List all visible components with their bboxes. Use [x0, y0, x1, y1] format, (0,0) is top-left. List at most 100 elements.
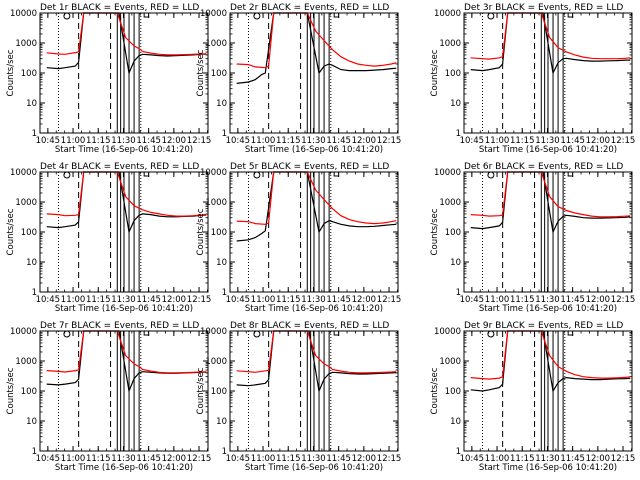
event-step-marker	[333, 331, 340, 336]
series-line-lld	[470, 171, 631, 218]
y-tick-label: 1	[456, 447, 461, 457]
chart-panel-1: Det 1r BLACK = Events, RED = LLD Counts/s…	[6, 3, 211, 155]
event-circle-marker	[487, 171, 495, 179]
y-tick-label: 10000	[200, 9, 227, 19]
y-tick-label: 1	[456, 129, 461, 139]
y-tick-label: 1	[456, 288, 461, 298]
y-tick-label: 10	[450, 99, 461, 109]
y-axis-label: Counts/sec	[6, 49, 16, 96]
event-circle-marker	[253, 12, 261, 20]
y-tick-label: 100	[211, 69, 227, 79]
chart-panel-9: Det 9r BLACK = Events, RED = LLD Counts/s…	[430, 321, 635, 473]
y-tick-label: 1	[32, 447, 37, 457]
x-tick-label: 10:45	[226, 454, 251, 464]
chart-panel-5: Det 5r BLACK = Events, RED = LLD Counts/s…	[196, 162, 401, 314]
y-axis-label: Counts/sec	[430, 208, 440, 255]
series-line-lld	[236, 12, 397, 69]
x-tick-label: 12:00	[352, 295, 377, 305]
x-tick-label: 11:30	[301, 295, 326, 305]
y-tick-label: 100	[21, 387, 37, 397]
event-circle-marker	[487, 330, 495, 338]
x-tick-label: 10:45	[226, 295, 251, 305]
x-axis-label: Start Time (16-Sep-06 10:41:20)	[55, 304, 193, 314]
x-tick-label: 11:00	[61, 136, 86, 146]
event-step-marker	[143, 13, 150, 18]
chart-panel-6: Det 6r BLACK = Events, RED = LLD Counts/s…	[430, 162, 635, 314]
chart-title: Det 3r BLACK = Events, RED = LLD	[464, 3, 623, 13]
x-tick-label: 10:45	[460, 136, 485, 146]
x-tick-label: 10:45	[226, 136, 251, 146]
y-axis-label: Counts/sec	[196, 49, 206, 96]
x-tick-label: 11:30	[111, 454, 136, 464]
x-axis-label: Start Time (16-Sep-06 10:41:20)	[479, 145, 617, 155]
y-tick-label: 100	[21, 69, 37, 79]
event-step-marker	[333, 13, 340, 18]
series-line-events	[470, 171, 631, 235]
y-tick-label: 1000	[15, 198, 37, 208]
y-tick-label: 10000	[434, 168, 461, 178]
y-tick-label: 100	[211, 387, 227, 397]
series-line-events	[470, 12, 631, 75]
y-tick-label: 100	[21, 228, 37, 238]
event-circle-marker	[63, 171, 71, 179]
x-tick-label: 11:00	[485, 454, 510, 464]
chart-title: Det 9r BLACK = Events, RED = LLD	[464, 321, 623, 331]
x-tick-label: 11:15	[276, 136, 301, 146]
x-tick-label: 12:15	[611, 295, 636, 305]
x-tick-label: 11:45	[136, 454, 161, 464]
x-tick-label: 12:00	[162, 295, 187, 305]
y-axis-label: Counts/sec	[196, 367, 206, 414]
x-tick-label: 10:45	[36, 454, 61, 464]
series-line-events	[236, 12, 397, 84]
x-tick-label: 11:00	[251, 454, 276, 464]
x-tick-label: 11:45	[326, 136, 351, 146]
x-tick-label: 12:15	[187, 454, 212, 464]
x-tick-label: 12:15	[377, 136, 402, 146]
x-tick-label: 11:45	[560, 454, 585, 464]
event-circle-marker	[487, 12, 495, 20]
x-tick-label: 11:15	[86, 454, 111, 464]
plot-frame	[39, 12, 209, 134]
x-tick-label: 11:15	[86, 295, 111, 305]
x-tick-label: 10:45	[36, 295, 61, 305]
event-circle-marker	[63, 330, 71, 338]
series-line-lld	[46, 171, 207, 217]
x-tick-label: 12:00	[586, 136, 611, 146]
y-tick-label: 10	[216, 99, 227, 109]
y-tick-label: 10	[450, 258, 461, 268]
x-tick-label: 11:30	[535, 295, 560, 305]
series-line-events	[46, 330, 207, 394]
series-line-events	[46, 171, 207, 235]
y-tick-label: 10000	[10, 168, 37, 178]
y-tick-label: 100	[445, 69, 461, 79]
plot-frame	[229, 330, 399, 452]
x-tick-label: 11:00	[61, 295, 86, 305]
y-axis-label: Counts/sec	[430, 367, 440, 414]
x-tick-label: 12:15	[611, 136, 636, 146]
event-circle-marker	[63, 12, 71, 20]
chart-title: Det 4r BLACK = Events, RED = LLD	[40, 162, 199, 172]
y-tick-label: 1000	[439, 357, 461, 367]
x-axis-label: Start Time (16-Sep-06 10:41:20)	[245, 463, 383, 473]
plot-frame	[229, 12, 399, 134]
series-line-events	[236, 171, 397, 242]
x-tick-label: 12:15	[187, 295, 212, 305]
x-tick-label: 11:00	[485, 295, 510, 305]
chart-panel-7: Det 7r BLACK = Events, RED = LLD Counts/s…	[6, 321, 211, 473]
x-tick-label: 10:45	[460, 295, 485, 305]
plot-frame	[463, 12, 633, 134]
y-tick-label: 100	[445, 387, 461, 397]
y-tick-label: 1	[222, 447, 227, 457]
event-circle-marker	[253, 330, 261, 338]
x-tick-label: 11:00	[61, 454, 86, 464]
x-tick-label: 10:45	[460, 454, 485, 464]
y-tick-label: 10000	[200, 327, 227, 337]
event-circle-marker	[253, 171, 261, 179]
y-axis-label: Counts/sec	[430, 49, 440, 96]
y-tick-label: 10	[216, 258, 227, 268]
event-step-marker	[333, 172, 340, 177]
x-tick-label: 11:45	[136, 295, 161, 305]
chart-title: Det 8r BLACK = Events, RED = LLD	[230, 321, 389, 331]
chart-title: Det 2r BLACK = Events, RED = LLD	[230, 3, 389, 13]
